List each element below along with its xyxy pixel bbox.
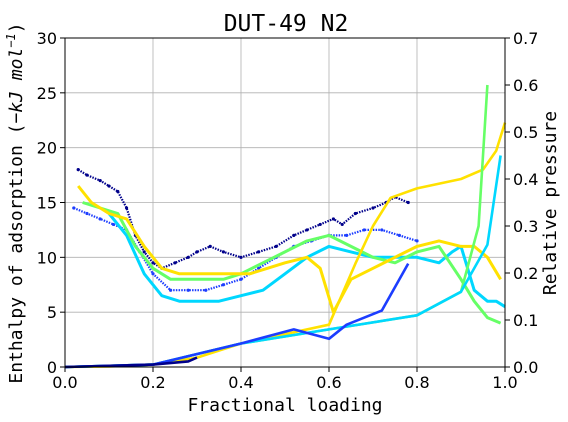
enthalpy-series-3-line — [82, 201, 502, 325]
enthalpy-point — [169, 288, 173, 292]
enthalpy-series-0-line — [77, 168, 409, 270]
enthalpy-point — [292, 233, 296, 237]
enthalpy-point — [274, 244, 278, 248]
enthalpy-point — [221, 250, 225, 254]
y-left-label-unit: −kJ mol — [6, 48, 27, 124]
y-left-axis-label: Enthalpy of adsorption (−kJ mol−1) — [4, 22, 27, 383]
y-left-tick-label: 10 — [37, 248, 57, 267]
y-right-tick-label: 0.3 — [513, 217, 538, 236]
enthalpy-point — [204, 288, 208, 292]
enthalpy-point — [107, 184, 111, 188]
enthalpy-point — [371, 206, 375, 210]
y-right-tick-label: 0.1 — [513, 311, 538, 330]
enthalpy-point — [406, 200, 410, 205]
y-right-axis-ticks: 0.0 0.1 0.2 0.3 0.4 0.5 0.6 0.7 — [505, 29, 538, 377]
enthalpy-point — [76, 168, 80, 172]
enthalpy-point — [305, 228, 309, 232]
y-left-axis-ticks: 0 5 10 15 20 25 30 — [37, 29, 65, 377]
enthalpy-point — [111, 222, 115, 227]
x-tick-label: 0.2 — [140, 373, 165, 392]
enthalpy-point — [415, 239, 419, 243]
pressure-series-layer — [64, 84, 507, 369]
y-left-tick-label: 15 — [37, 194, 57, 213]
x-axis-label: Fractional loading — [187, 395, 382, 416]
enthalpy-point — [353, 211, 357, 216]
y-left-tick-label: 25 — [37, 84, 57, 103]
pressure-series-3-line — [64, 262, 410, 369]
enthalpy-point — [125, 206, 129, 210]
enthalpy-point — [318, 222, 322, 227]
y-right-tick-label: 0.6 — [513, 76, 538, 95]
grid-lines — [64, 37, 506, 368]
x-axis-ticks: 0.0 0.2 0.4 0.6 0.8 1.0 — [52, 367, 518, 392]
enthalpy-point — [195, 250, 199, 254]
enthalpy-point — [151, 272, 155, 276]
y-right-tick-label: 0.7 — [513, 29, 538, 48]
y-left-label-prefix: Enthalpy of adsorption ( — [6, 124, 27, 384]
y-right-tick-label: 0.5 — [513, 123, 538, 142]
enthalpy-series-2-line — [107, 212, 506, 308]
enthalpy-point — [380, 228, 384, 232]
enthalpy-point — [362, 228, 366, 232]
y-left-label-unit-exponent: −1 — [4, 33, 18, 47]
enthalpy-point — [340, 222, 344, 227]
y-left-tick-label: 0 — [47, 358, 57, 377]
x-tick-label: 0.4 — [228, 373, 253, 392]
enthalpy-point — [142, 250, 146, 254]
y-right-tick-label: 0.4 — [513, 170, 538, 189]
pressure-series-1-line — [64, 84, 489, 369]
enthalpy-point — [257, 250, 261, 254]
enthalpy-point — [151, 261, 155, 265]
pressure-series-4-line — [64, 356, 198, 369]
enthalpy-point — [85, 173, 89, 177]
y-right-tick-label: 0.0 — [513, 358, 538, 377]
enthalpy-point — [397, 233, 401, 237]
enthalpy-point — [116, 189, 120, 194]
enthalpy-point — [98, 178, 102, 183]
y-left-tick-label: 5 — [47, 303, 57, 322]
enthalpy-point — [345, 233, 349, 237]
x-tick-label: 0.0 — [52, 373, 77, 392]
enthalpy-point — [257, 266, 261, 270]
chart-title: DUT-49 N2 — [224, 11, 349, 37]
enthalpy-series-layer — [72, 168, 506, 325]
x-tick-label: 0.8 — [404, 373, 429, 392]
enthalpy-series-1-line — [73, 206, 418, 292]
enthalpy-point — [221, 283, 225, 287]
enthalpy-point — [186, 255, 190, 259]
enthalpy-point — [208, 244, 212, 248]
enthalpy-point — [186, 288, 190, 292]
enthalpy-series-4-line — [77, 185, 502, 314]
enthalpy-point — [98, 217, 102, 221]
enthalpy-point — [173, 261, 177, 265]
enthalpy-point — [239, 255, 243, 259]
x-tick-label: 0.6 — [316, 373, 341, 392]
y-right-tick-label: 0.2 — [513, 264, 538, 283]
y-right-axis-label: Relative pressure — [540, 111, 561, 295]
enthalpy-point — [331, 217, 335, 221]
enthalpy-point — [239, 277, 243, 281]
y-left-tick-label: 20 — [37, 139, 57, 158]
y-left-tick-label: 30 — [37, 29, 57, 48]
enthalpy-point — [72, 206, 76, 210]
enthalpy-point — [85, 211, 89, 216]
x-tick-label: 1.0 — [492, 373, 517, 392]
y-left-label-suffix: ) — [6, 22, 27, 33]
